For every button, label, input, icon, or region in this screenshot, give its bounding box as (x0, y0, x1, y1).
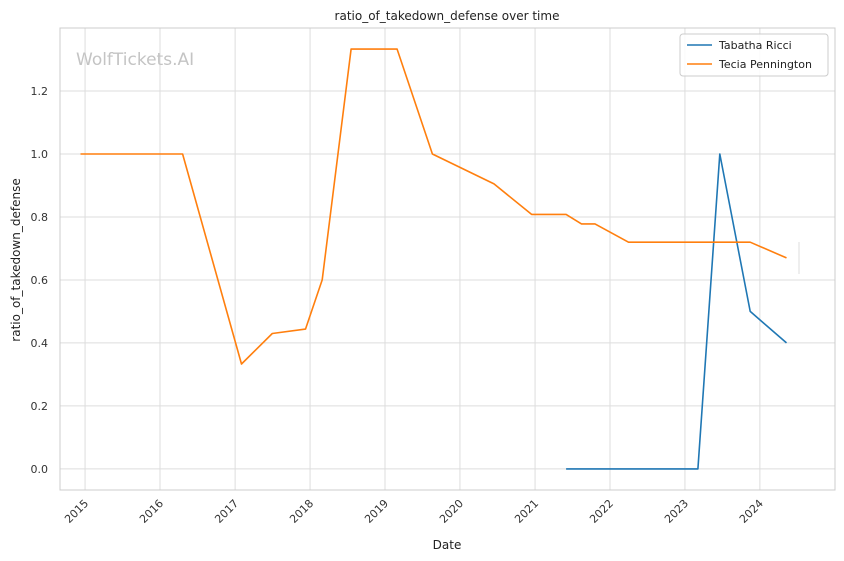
grid-lines (60, 28, 835, 490)
watermark: WolfTickets.AI (76, 50, 194, 70)
y-tick-label: 0.8 (31, 211, 49, 224)
y-tick-label: 0.0 (31, 463, 49, 476)
y-tick-label: 1.0 (31, 148, 49, 161)
series-line-tabatha-ricci (566, 153, 788, 470)
y-tick-label: 0.6 (31, 274, 49, 287)
legend: Tabatha Ricci Tecia Pennington (679, 33, 829, 77)
legend-box (679, 33, 829, 77)
chart-title: ratio_of_takedown_defense over time (335, 9, 560, 23)
y-axis-ticks: 0.0 0.2 0.4 0.6 0.8 1.0 1.2 (31, 85, 49, 476)
y-tick-label: 0.4 (31, 337, 49, 350)
legend-label-tecia-pennington: Tecia Pennington (718, 58, 812, 71)
plot-frame (59, 27, 836, 491)
y-tick-label: 1.2 (31, 85, 49, 98)
series-line-tecia-pennington (80, 48, 787, 365)
y-axis-label: ratio_of_takedown_defense (9, 178, 23, 341)
y-tick-label: 0.2 (31, 400, 49, 413)
series-layer (80, 48, 788, 470)
legend-label-tabatha-ricci: Tabatha Ricci (718, 39, 792, 52)
x-axis-label: Date (433, 538, 462, 552)
